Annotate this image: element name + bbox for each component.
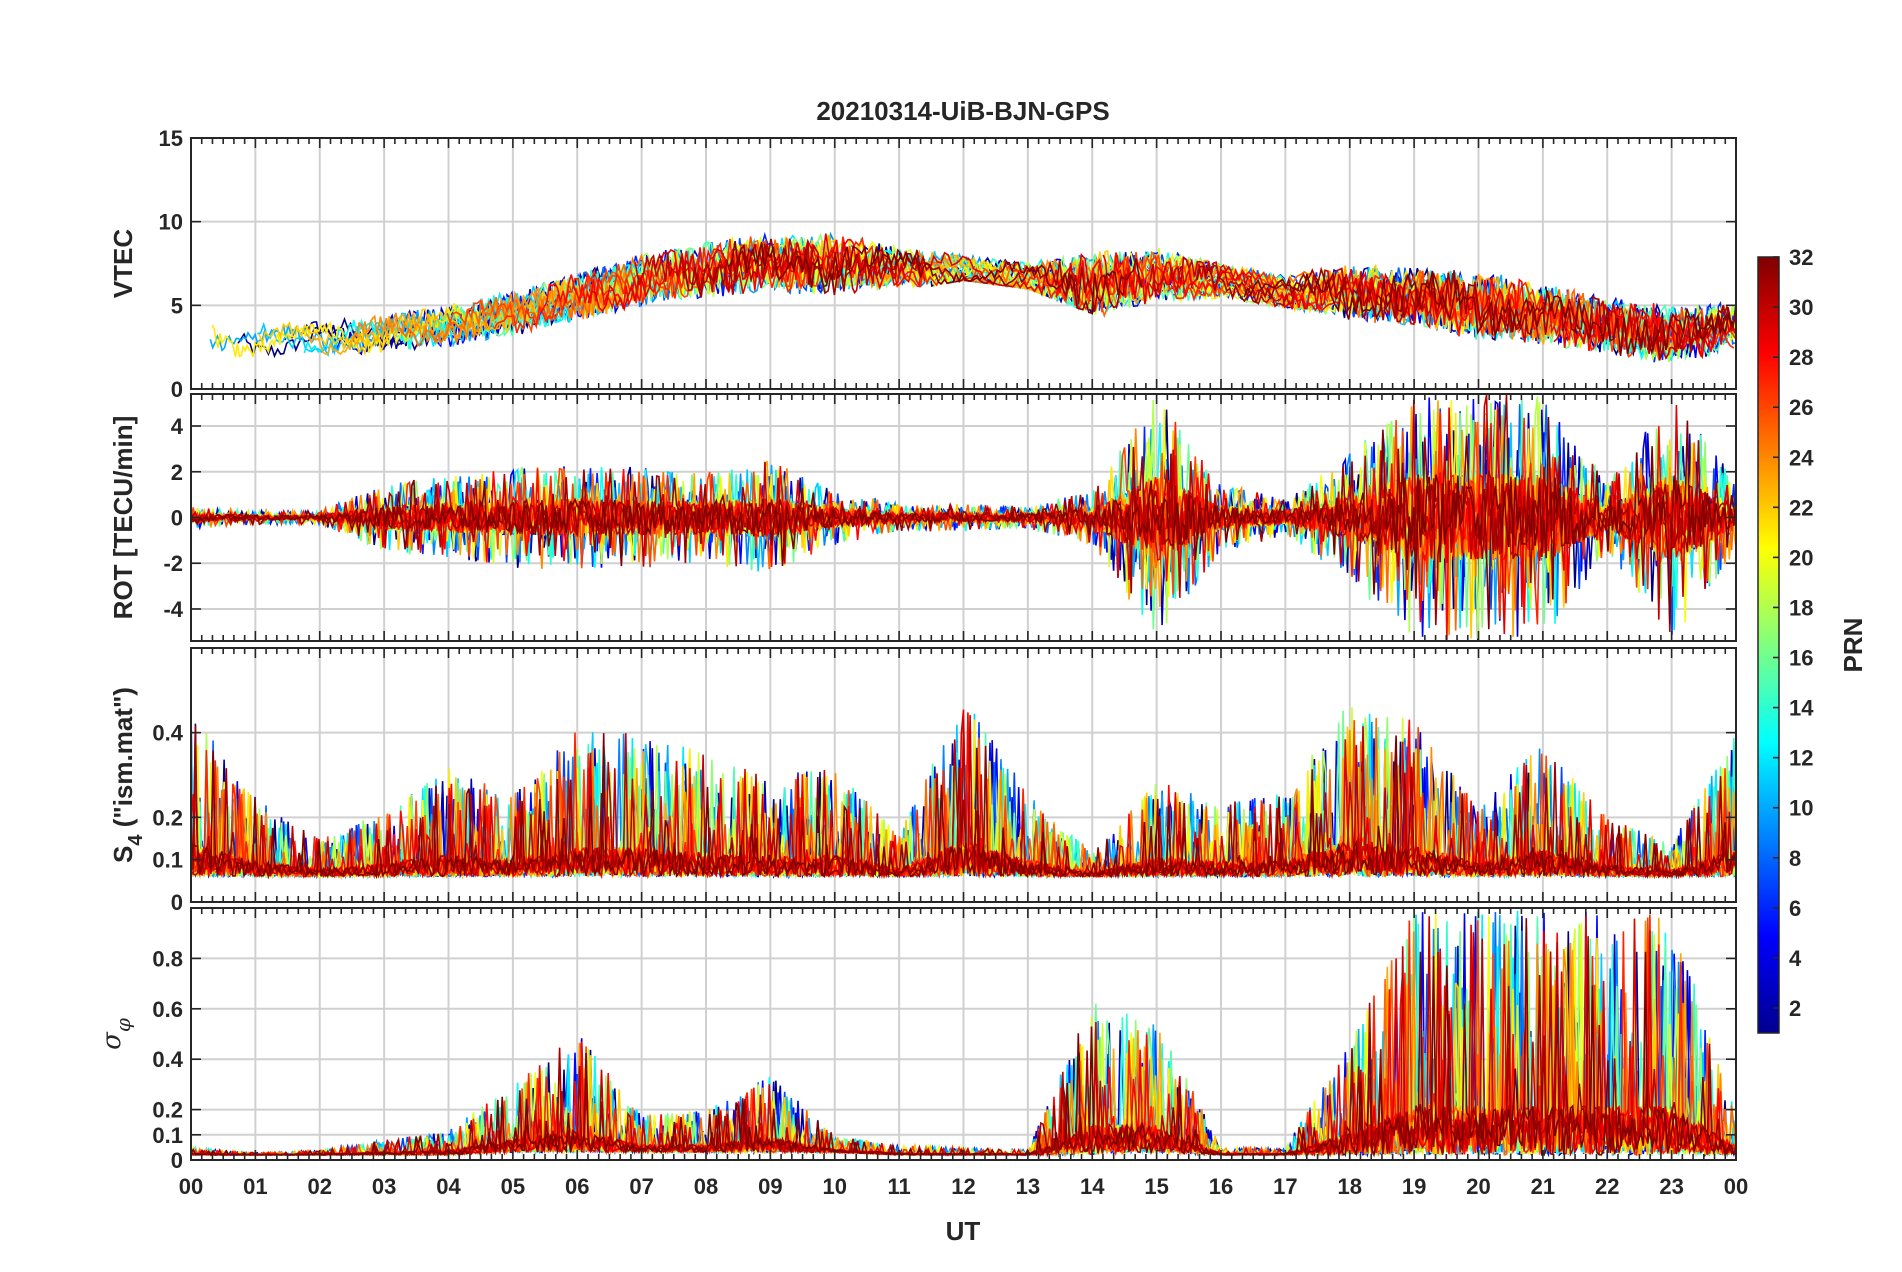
panel-sigma_phi: 00.10.2 0.4 0.6 0.8 σφ [97, 907, 1737, 1173]
chart-title: 20210314-UiB-BJN-GPS [816, 96, 1109, 126]
y-tick-label: 5 [171, 293, 183, 318]
x-axis-label: UT [946, 1216, 981, 1246]
y-tick-label: 0.6 [152, 997, 183, 1022]
x-tick-labels: 00 01 02 03 04 05 06 07 08 09 10 11 12 13 14 15 16 17 18 19… [179, 1174, 1748, 1199]
y-tick-label: 4 [171, 414, 184, 439]
x-tick-label: 11 [887, 1174, 910, 1199]
x-tick-label: 20 [1466, 1174, 1490, 1199]
y-tick-label: 0 [171, 890, 183, 915]
panel-vtec-ylabel: VTEC [108, 229, 138, 299]
series-prn-32 [191, 416, 1736, 630]
y-tick-label: 15 [159, 126, 183, 151]
series-prn-29 [191, 709, 1736, 880]
y-tick-label: 0.2 [152, 805, 183, 830]
colorbar-tick-label: 20 [1789, 545, 1813, 570]
colorbar-tick-label: 14 [1789, 696, 1814, 721]
panel-sigma_phi-ylabel: σφ [97, 1018, 135, 1050]
colorbar-bar [1757, 256, 1780, 1034]
colorbar-tick-label: 4 [1789, 946, 1802, 971]
y-tick-label: 0.8 [152, 946, 183, 971]
colorbar-tick-label: 10 [1789, 796, 1813, 821]
colorbar-label: PRN [1838, 618, 1868, 673]
x-tick-label: 08 [694, 1174, 718, 1199]
x-tick-label: 19 [1402, 1174, 1426, 1199]
x-tick-label: 03 [372, 1174, 396, 1199]
panel-rot: -4 -2 0 2 4 ROT [TECU/min] [108, 393, 1737, 642]
y-tick-label: 0.4 [152, 721, 183, 746]
colorbar-tick-label: 2 [1789, 996, 1801, 1021]
colorbar-tick-label: 22 [1789, 495, 1813, 520]
x-tick-label: 10 [823, 1174, 847, 1199]
x-tick-label: 18 [1338, 1174, 1362, 1199]
y-tick-label: -2 [163, 551, 183, 576]
y-tick-label: 0 [171, 377, 183, 402]
panel-s4-ticks: 0 0.1 0.2 0.4 [152, 648, 1737, 915]
x-tick-label: 13 [1016, 1174, 1040, 1199]
x-tick-label: 04 [436, 1174, 461, 1199]
x-tick-label: 12 [951, 1174, 975, 1199]
x-tick-label: 16 [1209, 1174, 1233, 1199]
y-tick-label: 0 [171, 506, 183, 531]
x-tick-label: 07 [629, 1174, 653, 1199]
panel-rot-ylabel: ROT [TECU/min] [108, 416, 138, 620]
colorbar-tick-label: 32 [1789, 245, 1813, 270]
ylabel-main: σ [97, 1031, 127, 1050]
x-tick-label: 22 [1595, 1174, 1619, 1199]
series-prn-32 [191, 733, 1736, 880]
panel-s4-ylabel: S4 ("ism.mat") [108, 687, 147, 863]
x-tick-label: 06 [565, 1174, 589, 1199]
x-tick-label: 02 [308, 1174, 332, 1199]
colorbar-tick-label: 30 [1789, 295, 1813, 320]
panel-s4-traces [191, 707, 1736, 880]
panel-vtec-ticks: 0 5 10 15 [159, 126, 1737, 402]
x-tick-label: 17 [1273, 1174, 1297, 1199]
panel-s4: 00.10.20.4S4 ("ism.mat") [108, 647, 1737, 915]
x-tick-label: 00 [179, 1174, 203, 1199]
y-tick-label: 0.2 [152, 1098, 183, 1123]
series-prn-31 [681, 238, 1736, 361]
x-tick-label: 05 [501, 1174, 525, 1199]
y-tick-label: 2 [171, 460, 183, 485]
y-tick-label: 0.1 [152, 1123, 183, 1148]
x-tick-label: 00 [1724, 1174, 1748, 1199]
colorbar-tick-label: 6 [1789, 896, 1801, 921]
colorbar-tick-label: 26 [1789, 395, 1813, 420]
colorbar-tick-label: 18 [1789, 595, 1813, 620]
y-tick-label: -4 [163, 597, 183, 622]
y-tick-label: 0.4 [152, 1047, 183, 1072]
panel-sigma_phi-ticks: 00.10.2 0.4 0.6 0.8 [152, 908, 1737, 1173]
colorbar-tick-label: 24 [1789, 445, 1814, 470]
ylabel-main: S [108, 846, 138, 863]
x-tick-label: 14 [1080, 1174, 1105, 1199]
series-prn-32 [728, 241, 1735, 356]
x-tick-label: 21 [1531, 1174, 1555, 1199]
panel-vtec-traces [209, 231, 1736, 363]
ylabel-rest: ("ism.mat") [108, 687, 138, 834]
colorbar-tick-label: 16 [1789, 646, 1813, 671]
ylabel-sub: 4 [125, 834, 147, 846]
y-tick-label: 0 [171, 1148, 183, 1173]
colorbar-tick-label: 28 [1789, 345, 1813, 370]
panel-rot-ticks: -4 -2 0 2 4 [163, 394, 1737, 641]
colorbar-tick-label: 8 [1789, 846, 1801, 871]
x-tick-label: 01 [243, 1174, 267, 1199]
y-tick-label: 10 [159, 210, 183, 235]
panel-vtec: 0 5 10 15 VTEC [108, 126, 1737, 402]
x-tick-label: 09 [758, 1174, 782, 1199]
ylabel-sub: φ [111, 1018, 135, 1032]
colorbar-tick-label: 12 [1789, 746, 1813, 771]
y-tick-label: 0.1 [152, 848, 183, 873]
x-tick-label: 15 [1144, 1174, 1168, 1199]
panel-rot-traces [191, 394, 1736, 641]
x-tick-label: 23 [1659, 1174, 1683, 1199]
